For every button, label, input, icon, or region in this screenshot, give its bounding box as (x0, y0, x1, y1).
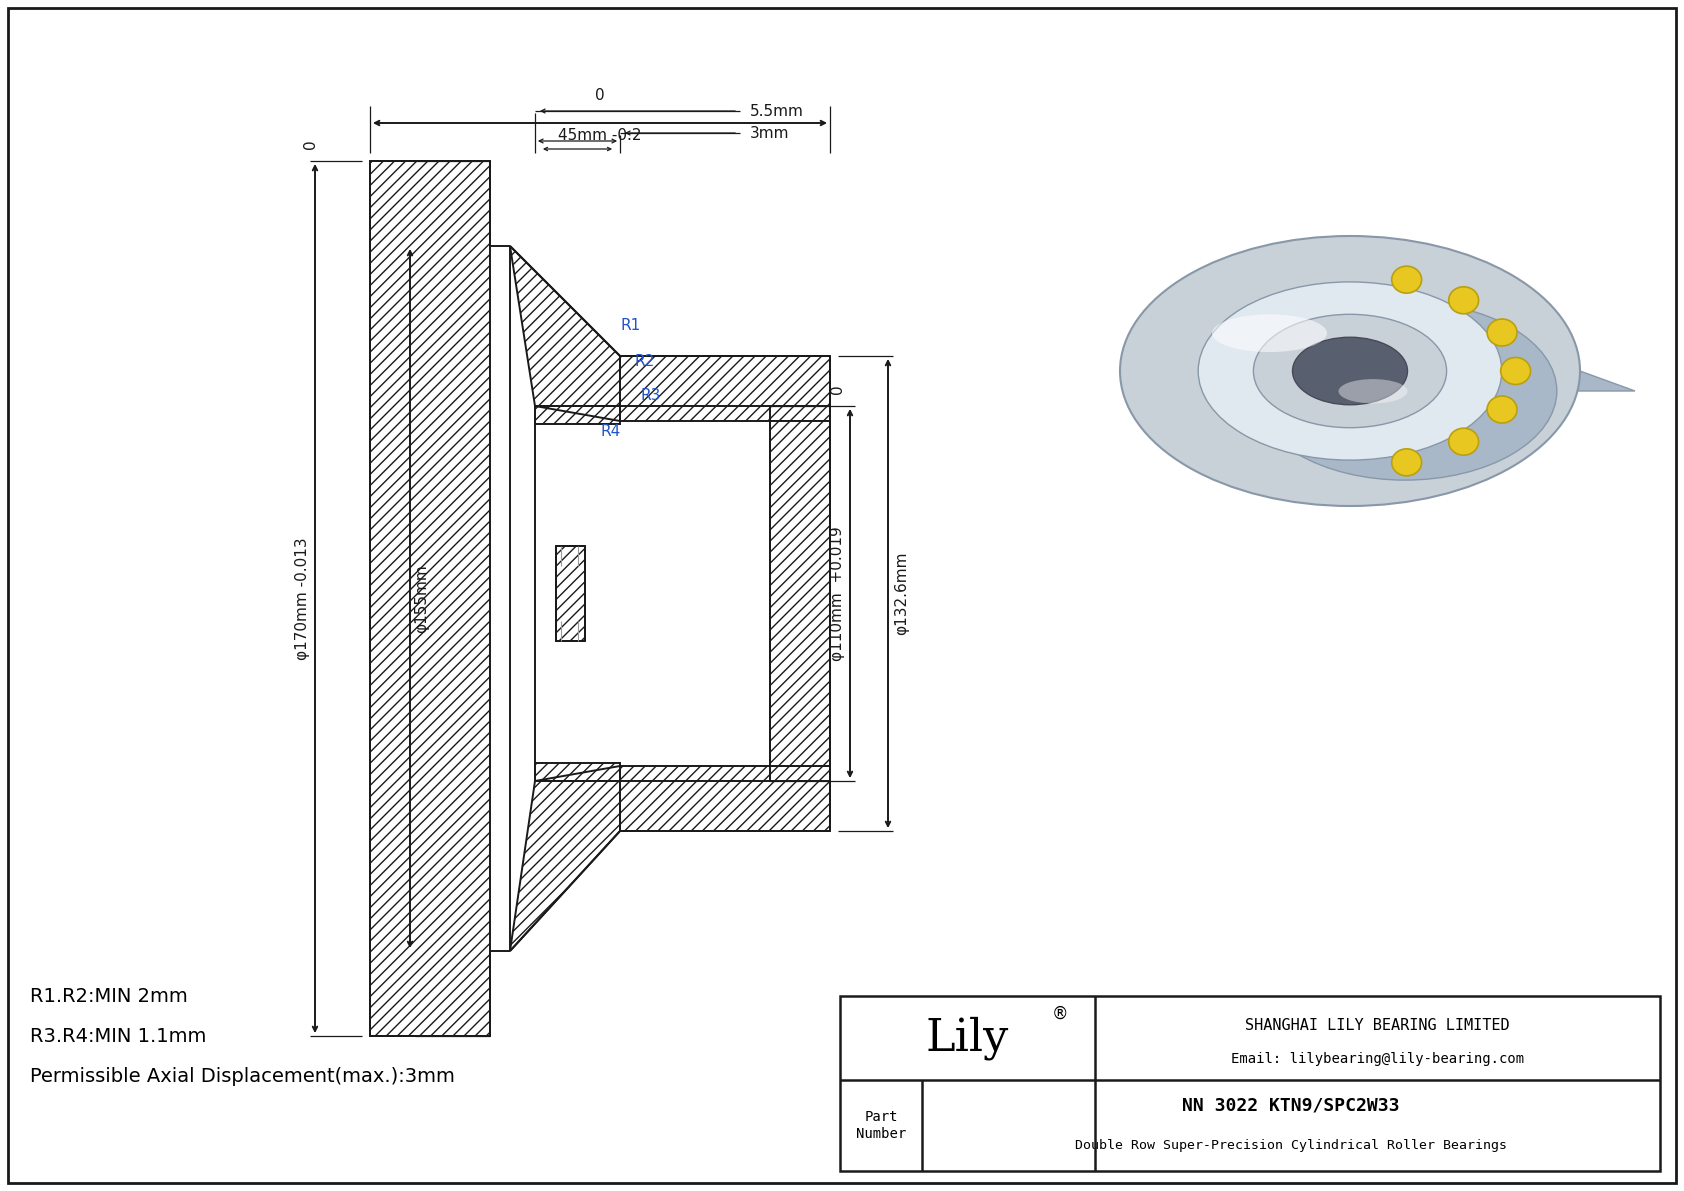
Text: R3.R4:MIN 1.1mm: R3.R4:MIN 1.1mm (30, 1027, 207, 1046)
Bar (536, 763, 620, 781)
Bar (840, 996, 1660, 1171)
Text: R2: R2 (635, 354, 655, 368)
Ellipse shape (1339, 379, 1408, 404)
Text: R1.R2:MIN 2mm: R1.R2:MIN 2mm (30, 986, 187, 1005)
Ellipse shape (1199, 282, 1502, 460)
Bar (370, 161, 490, 1036)
Bar (536, 406, 620, 424)
Text: R3: R3 (640, 388, 660, 404)
Text: Double Row Super-Precision Cylindrical Roller Bearings: Double Row Super-Precision Cylindrical R… (1074, 1139, 1507, 1152)
Text: φ132.6mm: φ132.6mm (894, 551, 909, 635)
Ellipse shape (1391, 266, 1421, 293)
Ellipse shape (1487, 395, 1517, 423)
Text: NN 3022 KTN9/SPC2W33: NN 3022 KTN9/SPC2W33 (1182, 1097, 1399, 1115)
Text: SHANGHAI LILY BEARING LIMITED: SHANGHAI LILY BEARING LIMITED (1244, 1018, 1511, 1034)
Text: Permissible Axial Displacement(max.):3mm: Permissible Axial Displacement(max.):3mm (30, 1066, 455, 1085)
Text: R4: R4 (600, 424, 620, 438)
Ellipse shape (1448, 287, 1479, 313)
Polygon shape (510, 247, 620, 420)
Bar (556, 545, 584, 641)
Ellipse shape (1391, 449, 1421, 476)
Ellipse shape (1448, 429, 1479, 455)
Text: 5.5mm: 5.5mm (749, 104, 803, 118)
Text: 45mm -0.2: 45mm -0.2 (559, 127, 642, 143)
Text: Lily: Lily (926, 1016, 1009, 1060)
Ellipse shape (1293, 337, 1408, 405)
Ellipse shape (1500, 357, 1531, 385)
Text: 0: 0 (303, 139, 318, 149)
Text: φ170mm -0.013: φ170mm -0.013 (295, 537, 310, 660)
Text: Part
Number: Part Number (855, 1110, 906, 1141)
Text: 0: 0 (594, 87, 605, 102)
Bar (620, 766, 830, 831)
Text: φ110mm  +0.019: φ110mm +0.019 (830, 526, 845, 661)
Text: ®: ® (1052, 1004, 1068, 1023)
Ellipse shape (1487, 319, 1517, 347)
Text: 3mm: 3mm (749, 125, 790, 141)
Text: Email: lilybearing@lily-bearing.com: Email: lilybearing@lily-bearing.com (1231, 1052, 1524, 1066)
Text: φ155mm: φ155mm (414, 565, 429, 632)
Ellipse shape (1253, 314, 1447, 428)
Bar (620, 356, 830, 420)
Text: 0: 0 (830, 385, 845, 394)
Bar (770, 420, 830, 766)
Text: R1: R1 (620, 318, 640, 333)
Ellipse shape (1253, 301, 1556, 480)
Polygon shape (510, 766, 620, 950)
Ellipse shape (1120, 236, 1580, 506)
Ellipse shape (1212, 314, 1327, 353)
Polygon shape (1120, 372, 1635, 391)
